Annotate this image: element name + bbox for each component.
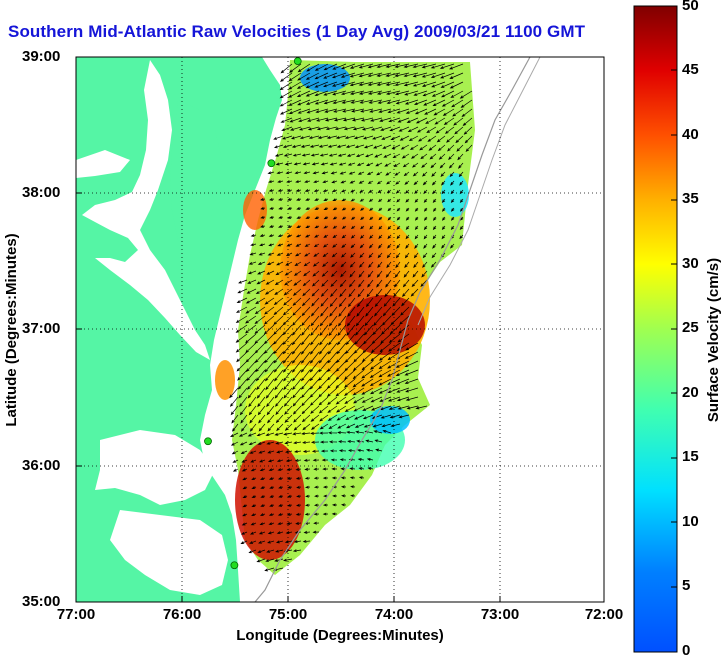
- y-tick-label: 35:00: [22, 593, 61, 610]
- velocity-vectors: [229, 63, 473, 572]
- station-marker: [293, 57, 302, 65]
- colorbar-tick: 20: [682, 384, 699, 401]
- colorbar-tick: 5: [682, 577, 691, 594]
- map-title: Southern Mid-Atlantic Raw Velocities (1 …: [8, 22, 586, 41]
- colorbar-tick: 50: [682, 0, 699, 14]
- x-tick-label: 73:00: [480, 606, 520, 623]
- colorbar-tick: 45: [682, 61, 699, 78]
- colorbar-tick: 25: [682, 319, 699, 336]
- colorbar: [633, 5, 678, 653]
- colorbar-ticks: [671, 5, 677, 653]
- velocity-patch-coast-south: [215, 360, 235, 400]
- x-tick-label: 74:00: [374, 606, 414, 623]
- x-tick-label: 77:00: [56, 606, 96, 623]
- station-markers: [204, 57, 302, 570]
- axis-ticks: [76, 192, 501, 602]
- delmarva-peninsula: [170, 100, 222, 275]
- x-tick-label: 76:00: [162, 606, 202, 623]
- x-tick-label: 72:00: [584, 606, 624, 623]
- velocity-arrow-set: [229, 63, 473, 572]
- y-tick-label: 39:00: [22, 48, 61, 65]
- velocity-core-east: [345, 295, 425, 355]
- y-tick-label: 37:00: [22, 320, 61, 337]
- station-marker: [204, 437, 212, 446]
- pamlico-sound: [110, 510, 228, 595]
- station-marker: [230, 561, 239, 570]
- albemarle-sound: [95, 430, 215, 505]
- bathymetry-contour: [417, 57, 541, 326]
- velocity-patch-coast: [243, 190, 267, 230]
- y-tick-label: 38:00: [22, 184, 61, 201]
- colorbar-tick: 35: [682, 190, 699, 207]
- station-marker: [267, 159, 276, 168]
- x-tick-label: 75:00: [268, 606, 308, 623]
- colorbar-tick: 0: [682, 642, 691, 659]
- x-axis-label: Longitude (Degrees:Minutes): [236, 627, 444, 644]
- y-tick-label: 36:00: [22, 457, 61, 474]
- river-inlet: [76, 150, 130, 178]
- grid: [76, 57, 604, 602]
- velocity-patch-edge-cyan: [441, 173, 469, 217]
- velocity-patch-low-blue: [370, 406, 410, 434]
- colorbar-tick: 40: [682, 126, 699, 143]
- colorbar-tick: 30: [682, 255, 699, 272]
- colorbar-tick: 10: [682, 513, 699, 530]
- bathymetry-contour: [254, 57, 531, 602]
- colorbar-tick: 15: [682, 448, 699, 465]
- chesapeake-bay: [82, 60, 210, 360]
